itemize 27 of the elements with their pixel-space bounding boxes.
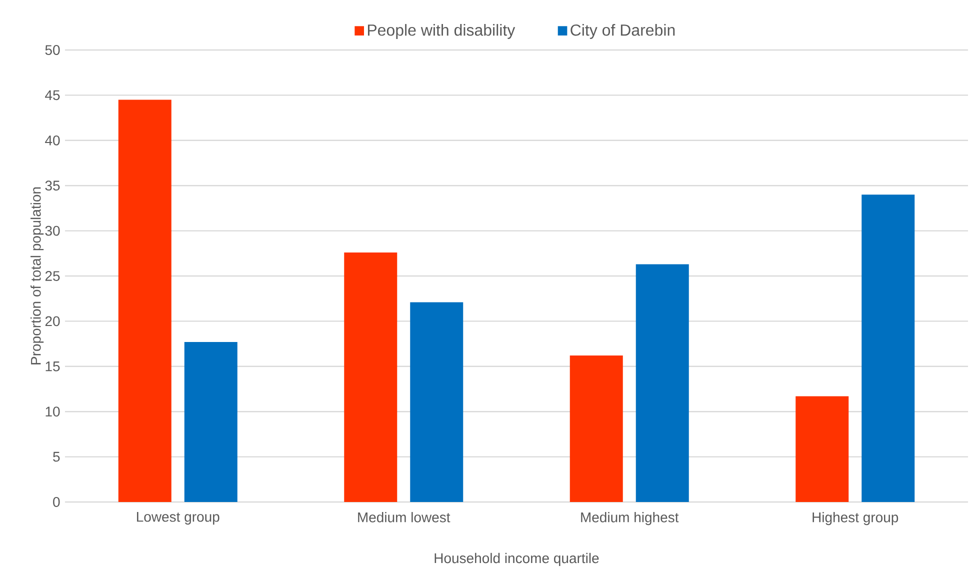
x-axis-title: Household income quartile	[434, 552, 599, 566]
legend-label: People with disability	[368, 24, 516, 39]
y-tick-label: 30	[45, 226, 60, 236]
bar	[184, 342, 238, 502]
bar	[862, 194, 915, 502]
bar	[118, 100, 172, 502]
bar	[410, 302, 464, 502]
bar	[636, 264, 689, 502]
x-tick-label: Highest group	[812, 512, 898, 526]
y-tick-label: 25	[45, 271, 60, 281]
y-tick-label: 35	[45, 180, 60, 191]
y-tick-label: 45	[45, 90, 60, 100]
x-tick-label: Lowest group	[137, 512, 220, 525]
y-tick-label: 10	[46, 406, 60, 417]
y-tick-label: 20	[45, 316, 60, 326]
bar	[570, 356, 623, 502]
y-tick-label: 15	[46, 362, 60, 372]
x-tick-label: Medium highest	[581, 512, 679, 526]
x-tick-label: Medium lowest	[358, 512, 450, 522]
y-tick-label: 5	[53, 452, 60, 462]
bar	[796, 396, 849, 502]
y-axis-title: Proportion of total population	[30, 187, 44, 364]
y-tick-label: 50	[45, 45, 60, 55]
bar	[344, 252, 398, 502]
legend-label: City of Darebin	[570, 24, 675, 39]
y-tick-label: 0	[53, 497, 60, 507]
y-tick-label: 40	[45, 135, 60, 146]
